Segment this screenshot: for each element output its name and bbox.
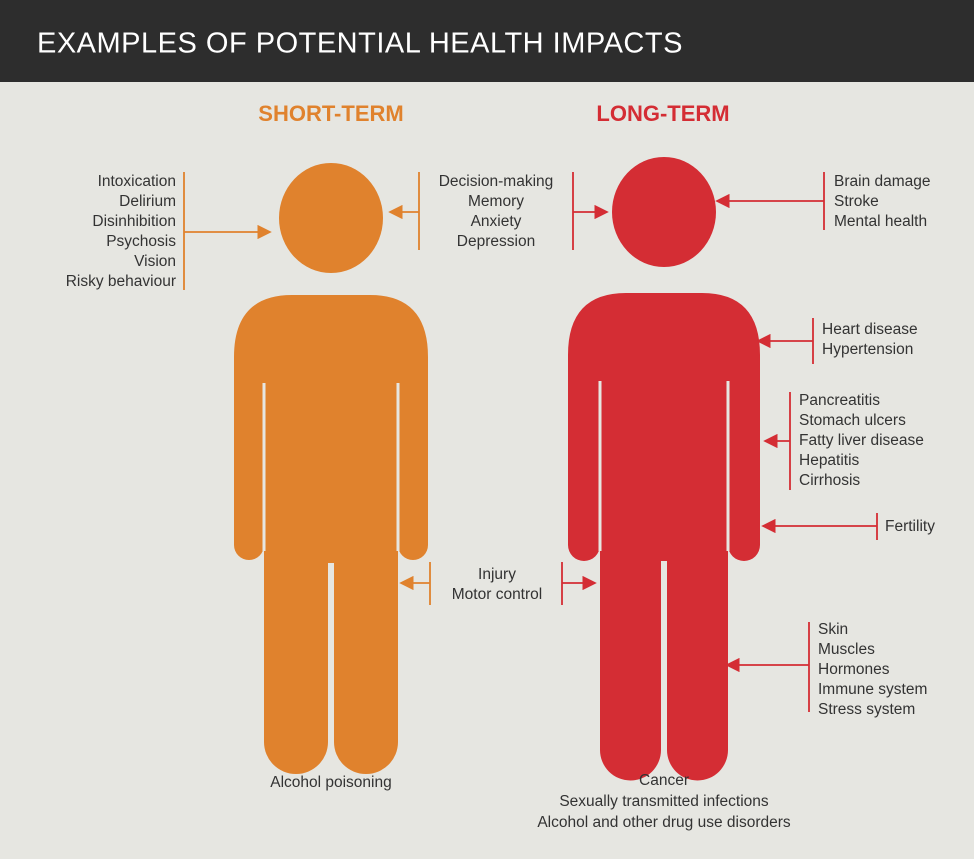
short-term-heading: SHORT-TERM: [258, 101, 403, 126]
long-term-heading: LONG-TERM: [596, 101, 729, 126]
impact-label: Anxiety: [471, 213, 522, 230]
impact-label: Hormones: [818, 661, 890, 678]
impact-label: Muscles: [818, 641, 875, 658]
impact-label: Sexually transmitted infections: [559, 793, 769, 810]
impact-label: Stroke: [834, 193, 879, 210]
impact-label: Risky behaviour: [66, 273, 176, 290]
long-term-figure-head: [612, 157, 716, 267]
impact-label: Hypertension: [822, 341, 913, 358]
impact-label: Fatty liver disease: [799, 432, 924, 449]
impact-label: Decision-making: [439, 173, 554, 190]
impact-label: Delirium: [119, 193, 176, 210]
impact-label: Immune system: [818, 681, 927, 698]
labels: Intoxication Delirium Disinhibition Psychos…: [66, 173, 935, 831]
impact-label: Alcohol poisoning: [270, 774, 392, 791]
header-bar: [0, 0, 974, 82]
impact-label: Alcohol and other drug use disorders: [537, 814, 791, 831]
long-term-figure-body: [568, 293, 760, 781]
impact-label: Cancer: [639, 772, 689, 789]
impact-label: Hepatitis: [799, 452, 860, 469]
short-term-figure-head: [279, 163, 383, 273]
impact-label: Stomach ulcers: [799, 412, 906, 429]
impact-label: Heart disease: [822, 321, 918, 338]
impact-label: Mental health: [834, 213, 927, 230]
figures: [234, 157, 760, 781]
impact-label: Pancreatitis: [799, 392, 880, 409]
impact-label: Brain damage: [834, 173, 931, 190]
impact-label: Stress system: [818, 701, 915, 718]
impact-label: Cirrhosis: [799, 472, 860, 489]
impact-label: Intoxication: [98, 173, 176, 190]
impact-label: Depression: [457, 233, 535, 250]
impact-label: Skin: [818, 621, 848, 638]
impact-label: Fertility: [885, 518, 935, 535]
short-term-figure-body: [234, 295, 428, 774]
impact-label: Injury: [478, 566, 516, 583]
impact-label: Vision: [134, 253, 176, 270]
impact-label: Disinhibition: [92, 213, 176, 230]
impact-label: Memory: [468, 193, 524, 210]
connectors: [183, 172, 878, 712]
header-title: EXAMPLES OF POTENTIAL HEALTH IMPACTS: [37, 28, 683, 60]
impact-label: Psychosis: [106, 233, 176, 250]
impact-label: Motor control: [452, 586, 542, 603]
